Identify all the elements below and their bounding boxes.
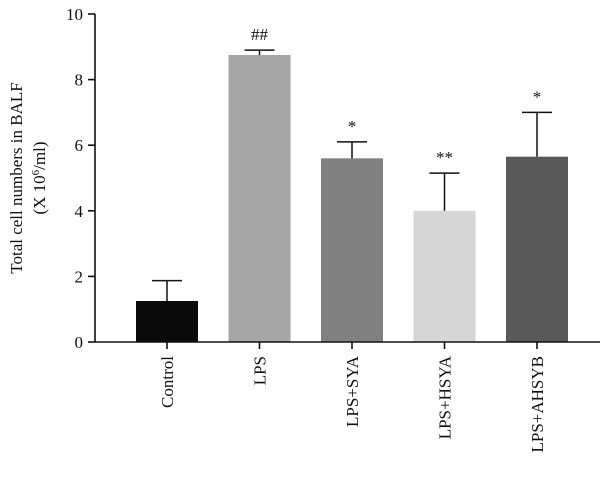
error-bar (152, 279, 182, 301)
bar (321, 158, 383, 342)
significance-label: * (348, 117, 357, 136)
y-tick-label: 4 (75, 202, 84, 221)
bar (136, 301, 198, 342)
y-tick-label: 10 (66, 5, 83, 24)
x-category-label: LPS+HSYA (436, 355, 455, 439)
x-category-label: LPS+AHSYB (528, 356, 547, 453)
y-tick-label: 6 (75, 136, 84, 155)
x-category-label: LPS+SYA (343, 355, 362, 427)
y-axis-title: Total cell numbers in BALF (X 106/ml) (7, 82, 49, 273)
x-axis: Control LPS LPS+SYA LPS+HSYA LPS+AHSYB (95, 341, 600, 453)
y-axis-title-suffix: /ml) (30, 141, 49, 169)
y-tick-label: 0 (75, 333, 84, 352)
error-bar (429, 172, 460, 211)
y-axis-title-line2: (X 106/ml) (30, 141, 49, 214)
significance-label: ** (436, 148, 453, 167)
bar (413, 210, 476, 342)
error-bar (337, 141, 367, 159)
y-tick-label: 2 (75, 267, 84, 286)
bar (506, 156, 568, 342)
y-tick-label: 8 (75, 71, 84, 90)
bar-group: * (321, 117, 383, 342)
significance-label: * (533, 87, 542, 106)
bar-group: ** (413, 148, 476, 342)
error-bar (522, 111, 552, 157)
bar-group (136, 279, 198, 342)
bar-group: ## (228, 25, 291, 342)
y-axis: 0 2 4 6 8 10 (66, 5, 96, 352)
y-axis-title-sup: 6 (30, 169, 42, 175)
y-axis-title-prefix: (X 10 (30, 175, 49, 214)
bars: ##**** (136, 25, 568, 342)
significance-label: ## (251, 25, 269, 44)
x-category-label: LPS (251, 356, 270, 385)
bar-group: * (506, 87, 568, 342)
error-bar (244, 49, 275, 55)
x-category-label: Control (158, 356, 177, 408)
bar (228, 55, 291, 342)
y-axis-title-line1: Total cell numbers in BALF (7, 82, 26, 273)
